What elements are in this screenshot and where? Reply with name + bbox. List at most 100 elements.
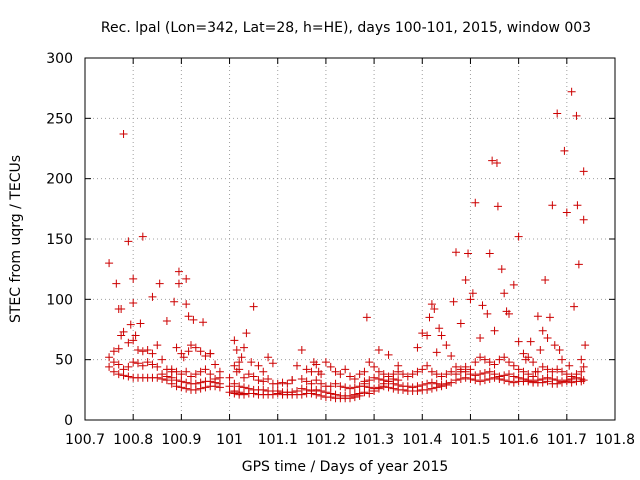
- data-point: [577, 355, 586, 364]
- data-point: [191, 379, 200, 388]
- data-point: [302, 365, 311, 374]
- data-point: [447, 367, 456, 376]
- data-point: [112, 279, 121, 288]
- data-point: [184, 312, 193, 321]
- data-point: [560, 146, 569, 155]
- data-point: [297, 346, 306, 355]
- data-point: [326, 362, 335, 371]
- data-point: [109, 367, 118, 376]
- data-point: [423, 385, 432, 394]
- data-point: [249, 372, 258, 381]
- data-point: [480, 376, 489, 385]
- data-point: [268, 359, 277, 368]
- data-point: [471, 376, 480, 385]
- data-point: [519, 367, 528, 376]
- data-point: [312, 360, 321, 369]
- data-point: [476, 333, 485, 342]
- data-point: [437, 372, 446, 381]
- data-point: [524, 377, 533, 386]
- data-point: [562, 377, 571, 386]
- data-point: [505, 377, 513, 386]
- y-tick-label: 100: [46, 292, 73, 308]
- data-point: [179, 353, 188, 362]
- data-point: [545, 313, 554, 322]
- data-point: [191, 370, 200, 379]
- data-point: [413, 387, 422, 396]
- data-point: [215, 379, 224, 388]
- data-point: [370, 387, 379, 396]
- data-point: [500, 353, 509, 362]
- data-point: [476, 377, 485, 386]
- data-point: [331, 379, 340, 388]
- data-point: [119, 371, 128, 380]
- x-axis-label: GPS time / Days of year 2015: [242, 459, 449, 475]
- data-point: [148, 349, 157, 358]
- data-point: [206, 349, 215, 358]
- data-point: [360, 382, 369, 391]
- data-point: [423, 361, 432, 370]
- data-point: [456, 374, 465, 383]
- data-point: [374, 384, 383, 393]
- data-point: [461, 276, 470, 285]
- data-point: [533, 312, 542, 321]
- data-point: [360, 367, 369, 376]
- data-point: [577, 377, 586, 386]
- data-point: [225, 373, 234, 382]
- data-point: [355, 391, 364, 400]
- data-point: [273, 379, 282, 388]
- x-tick-label: 101.2: [306, 432, 346, 448]
- data-point: [432, 383, 441, 392]
- data-point: [370, 362, 379, 371]
- data-point: [384, 350, 393, 359]
- data-point: [191, 343, 200, 352]
- data-point: [162, 376, 171, 385]
- y-tick-label: 150: [46, 232, 73, 248]
- data-point: [259, 377, 268, 386]
- data-point: [138, 347, 147, 356]
- data-point: [389, 374, 398, 383]
- data-point: [254, 361, 263, 370]
- data-point: [399, 370, 407, 379]
- data-point: [283, 379, 292, 388]
- data-point: [365, 358, 374, 367]
- data-point: [196, 347, 205, 356]
- data-point: [134, 346, 142, 355]
- data-point: [138, 232, 147, 241]
- data-point: [350, 383, 359, 392]
- data-point: [355, 370, 364, 379]
- data-point: [476, 353, 485, 362]
- data-point: [485, 249, 494, 258]
- data-point: [548, 201, 557, 210]
- data-point: [399, 385, 407, 394]
- data-point: [230, 336, 239, 345]
- data-point: [129, 358, 138, 367]
- data-point: [153, 362, 162, 371]
- data-point: [505, 358, 513, 367]
- data-point: [505, 309, 513, 318]
- data-point: [447, 378, 456, 387]
- data-point: [331, 367, 340, 376]
- data-point: [346, 384, 354, 393]
- data-point: [249, 389, 258, 398]
- data-point: [365, 376, 374, 385]
- data-point: [211, 378, 220, 387]
- data-point: [573, 201, 582, 210]
- data-point: [418, 329, 427, 338]
- data-point: [114, 344, 123, 353]
- data-point: [172, 367, 181, 376]
- data-point: [317, 370, 326, 379]
- grid-lines: [85, 58, 615, 420]
- data-point: [541, 276, 550, 285]
- data-point: [297, 384, 306, 393]
- data-point: [579, 215, 588, 224]
- data-point: [509, 280, 518, 289]
- data-point: [240, 373, 248, 382]
- data-point: [167, 373, 176, 382]
- data-point: [538, 326, 547, 335]
- data-point: [177, 377, 186, 386]
- data-point: [148, 292, 157, 301]
- data-point: [317, 391, 326, 400]
- data-point: [278, 378, 287, 387]
- data-point: [509, 378, 518, 387]
- data-point: [478, 301, 487, 310]
